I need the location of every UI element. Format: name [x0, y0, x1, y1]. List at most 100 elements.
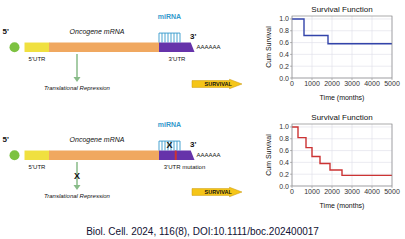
survival-chart: 0100020003000400050000.00.20.40.60.81.0S… [265, 113, 400, 210]
x-tick-label: 3000 [344, 188, 360, 195]
grid-line [292, 66, 392, 67]
mrna-body [49, 151, 160, 160]
y-tick-label: 1.0 [279, 15, 289, 22]
three-prime-label: 3' [190, 32, 196, 41]
mirna-tooth [162, 141, 163, 150]
arrow-label: Translational Repression [44, 85, 111, 91]
grid-line [352, 16, 353, 78]
cap-circle [10, 42, 20, 52]
repression-arrow-head [74, 77, 81, 82]
mutation-line [175, 151, 177, 160]
x-tick-label: 1000 [304, 188, 320, 195]
x-tick-label: 4000 [364, 188, 380, 195]
grid-line [372, 124, 373, 186]
mrna-diagram [10, 33, 243, 89]
grid-line [292, 150, 392, 151]
mirna-tooth [165, 33, 166, 42]
mirna-tooth [180, 141, 181, 150]
grid-line [292, 30, 392, 31]
repression-arrow-head [74, 185, 81, 190]
grid-line [352, 124, 353, 186]
utr5-label: 5'UTR [29, 164, 46, 170]
mirna-label: miRNA [158, 13, 181, 20]
y-axis-label: Cum Survival [265, 26, 272, 68]
plot-background [292, 16, 392, 78]
survival-arrow [192, 79, 242, 88]
citation: Biol. Cell. 2024, 116(8), DOI:10.1111/bo… [86, 226, 319, 237]
oncogene-label: Oncogene mRNA [70, 28, 125, 36]
grid-line [292, 54, 392, 55]
x-tick-label: 0 [290, 188, 294, 195]
survival-line [292, 19, 392, 44]
survival-arrow [192, 187, 242, 196]
y-tick-label: 0.0 [279, 75, 289, 82]
y-tick-label: 0.6 [279, 147, 289, 154]
y-tick-label: 0.8 [279, 135, 289, 142]
grid-line [292, 162, 392, 163]
utr3-bar [159, 151, 195, 160]
x-axis-label: Time (months) [320, 94, 365, 102]
mirna-tooth [159, 33, 160, 42]
mirna-tooth [177, 33, 178, 42]
repression-arrow [76, 54, 78, 78]
y-tick-label: 0.2 [279, 63, 289, 70]
mirna-tooth [171, 33, 172, 42]
survival-line [292, 127, 392, 175]
grid-line [292, 18, 392, 19]
plot-frame [292, 16, 392, 78]
mrna-diagram [10, 141, 243, 197]
y-tick-label: 0.8 [279, 27, 289, 34]
y-axis-label: Cum Survival [265, 134, 272, 176]
mirna-tooth [159, 141, 160, 150]
survival-label: SURVIVAL [205, 189, 233, 195]
blocked-binding-mark: X [166, 140, 172, 150]
plot-frame [292, 124, 392, 186]
grid-line [292, 42, 392, 43]
mirna-bar [159, 33, 180, 34]
chart-title: Survival Function [311, 113, 372, 122]
survival-chart: 0100020003000400050000.00.20.40.60.81.0S… [265, 5, 400, 102]
y-tick-label: 0.0 [279, 183, 289, 190]
chart-title: Survival Function [311, 5, 372, 14]
oncogene-label: Oncogene mRNA [70, 136, 125, 144]
arrow-label: Translational Repression [44, 193, 111, 199]
mirna-tooth [180, 33, 181, 42]
grid-line [292, 138, 392, 139]
cap-circle [10, 150, 20, 160]
x-tick-label: 1000 [304, 80, 320, 87]
utr5-label: 5'UTR [29, 56, 46, 62]
mirna-tooth [162, 33, 163, 42]
x-axis-label: Time (months) [320, 202, 365, 210]
utr3-label: 3'UTR [169, 56, 186, 62]
grid-line [372, 16, 373, 78]
utr3-bar [159, 43, 195, 52]
data-group [292, 19, 392, 44]
blocked-repression-mark: X [74, 171, 80, 181]
mirna-tooth [174, 33, 175, 42]
utr5-bar [25, 43, 50, 52]
x-tick-label: 2000 [324, 188, 340, 195]
mirna-tooth [177, 141, 178, 150]
data-group [292, 127, 392, 175]
x-tick-label: 5000 [384, 188, 400, 195]
mirna-tooth [174, 141, 175, 150]
x-tick-label: 5000 [384, 80, 400, 87]
grid-line [332, 124, 333, 186]
grid-line [312, 16, 313, 78]
poly-a-label: AAAAAA [197, 44, 221, 50]
y-tick-label: 0.4 [279, 51, 289, 58]
x-tick-label: 0 [290, 80, 294, 87]
five-prime-label: 5' [3, 135, 9, 144]
y-tick-label: 0.6 [279, 39, 289, 46]
x-tick-label: 4000 [364, 80, 380, 87]
mirna-tooth [168, 33, 169, 42]
x-tick-label: 2000 [324, 80, 340, 87]
y-tick-label: 0.4 [279, 159, 289, 166]
y-tick-label: 0.2 [279, 171, 289, 178]
three-prime-label: 3' [190, 140, 196, 149]
utr3-label: 3'UTR mutation [164, 164, 206, 170]
five-prime-label: 5' [3, 27, 9, 36]
mirna-tooth [165, 141, 166, 150]
figure: 5'3'AAAAAA5'UTR3'UTROncogene mRNAmiRNATr… [0, 0, 405, 239]
mirna-label: miRNA [158, 121, 181, 128]
